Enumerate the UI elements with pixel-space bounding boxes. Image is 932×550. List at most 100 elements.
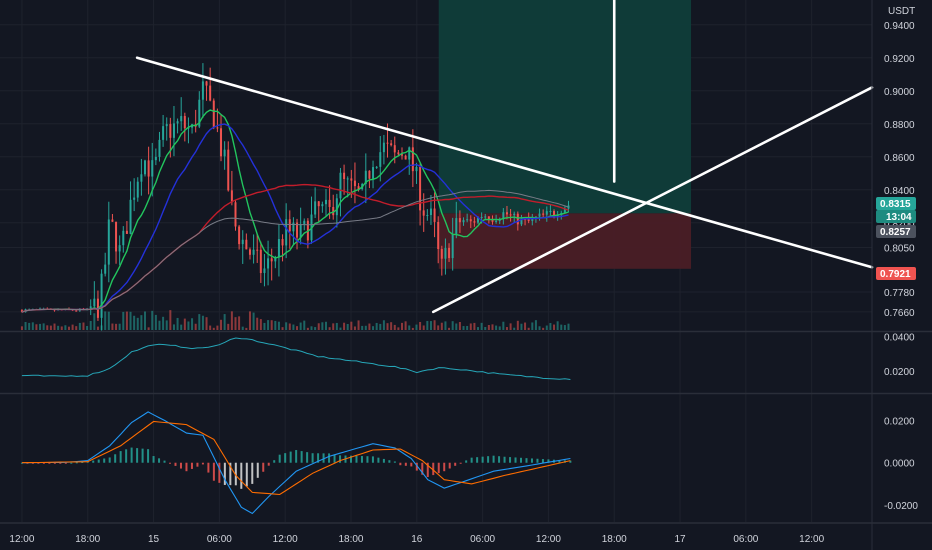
- volume-bar: [415, 324, 418, 330]
- volume-bar: [71, 324, 74, 330]
- macd-histogram-bar: [179, 462, 182, 469]
- candle-body: [335, 198, 338, 216]
- volume-bar: [314, 327, 317, 330]
- macd-histogram-bar: [454, 462, 457, 466]
- volume-bar: [473, 322, 476, 330]
- macd-histogram-bar: [421, 462, 424, 475]
- price-axis[interactable]: 0.7660 0.7780 0.8050 0.8200 0.8400 0.8600 0.88…: [884, 21, 918, 512]
- macd-histogram-bar: [530, 458, 533, 463]
- volume-bar: [560, 324, 563, 330]
- volume-bar: [400, 322, 403, 330]
- candle-body: [125, 230, 128, 234]
- volume-bar: [263, 322, 266, 330]
- macd-histogram-bar: [97, 459, 100, 463]
- volume-bar: [125, 311, 128, 330]
- candle-body: [223, 149, 226, 157]
- candle-body: [332, 206, 335, 216]
- macd-histogram-bar: [322, 453, 325, 463]
- volume-bar: [353, 326, 356, 330]
- volume-bar: [422, 325, 425, 330]
- macd-histogram-bar: [487, 456, 490, 463]
- volume-bar: [310, 326, 313, 330]
- candle-body: [433, 208, 436, 222]
- candle-body: [390, 143, 393, 146]
- volume-bar: [534, 320, 537, 330]
- macd-histogram-bar: [130, 447, 133, 463]
- y-tick-label: 0.8400: [884, 186, 915, 197]
- candle-body: [440, 249, 443, 259]
- macd-histogram-bar: [196, 462, 199, 467]
- candle-body: [422, 210, 425, 216]
- target-zone[interactable]: [438, 0, 692, 214]
- candle-body: [100, 273, 103, 318]
- stop-price-label: 0.7921: [880, 269, 911, 280]
- macd-histogram-bar: [75, 462, 78, 464]
- volume-bar: [42, 323, 45, 330]
- volume-bar: [549, 323, 552, 330]
- macd-histogram-bar: [492, 455, 495, 463]
- trendlines[interactable]: [135, 0, 874, 314]
- volume-bar: [115, 323, 118, 330]
- macd-histogram-bar: [262, 462, 265, 472]
- macd-histogram-bar: [245, 462, 248, 487]
- candle-body: [277, 239, 280, 258]
- x-tick-label: 15: [148, 534, 160, 545]
- macd-histogram-bar: [432, 462, 435, 476]
- volume-bar: [567, 323, 570, 330]
- volume-bar: [375, 322, 378, 330]
- volume-bar: [303, 320, 306, 330]
- volume-bar: [379, 323, 382, 330]
- volume-bar: [285, 322, 288, 330]
- macd-histogram-bar: [64, 462, 67, 464]
- macd-histogram-bar: [470, 457, 473, 463]
- macd-histogram-bar: [92, 460, 95, 463]
- trendline[interactable]: [135, 56, 874, 269]
- candle-body: [520, 218, 523, 225]
- stop-zone[interactable]: [438, 213, 692, 269]
- candle-body: [458, 218, 461, 223]
- candle-body: [20, 310, 23, 313]
- volume-bar: [274, 320, 277, 330]
- macd-histogram-bar: [503, 456, 506, 463]
- volume-bar: [78, 322, 81, 330]
- candle-body: [299, 224, 302, 238]
- volume-bar: [411, 327, 414, 330]
- position-tool[interactable]: [438, 0, 692, 269]
- y-tick-label: 0.7660: [884, 308, 915, 319]
- candle-body: [451, 234, 454, 259]
- candle-body: [89, 306, 92, 309]
- volume-bar: [191, 318, 194, 330]
- volume-bar: [165, 320, 168, 330]
- macd-histogram-bar: [382, 458, 385, 463]
- macd-histogram-bar: [399, 462, 402, 466]
- volume-bar: [238, 316, 241, 330]
- volume-bar: [292, 324, 295, 330]
- candle-body: [346, 178, 349, 180]
- candle-body: [339, 172, 342, 199]
- macd-histogram-bar: [410, 462, 413, 467]
- volume-bar: [495, 325, 498, 330]
- candle-body: [400, 154, 403, 156]
- macd-histogram-bar: [201, 462, 204, 465]
- volume-bar: [122, 311, 125, 330]
- candle-body: [545, 211, 548, 215]
- macd-histogram-bar: [525, 458, 528, 463]
- candle-body: [502, 212, 505, 220]
- volume-bar: [111, 323, 114, 330]
- time-axis[interactable]: 12:00 18:00 15 06:00 12:00 18:00 16 06:00 12:00 1…: [9, 534, 824, 545]
- stop-price-badge: [876, 267, 916, 280]
- candle-body: [379, 152, 382, 167]
- trendline[interactable]: [431, 86, 874, 314]
- macd-histogram-bar: [234, 462, 237, 486]
- macd-histogram-bar: [158, 458, 161, 463]
- x-tick-label: 06:00: [733, 534, 758, 545]
- volume-bar: [487, 324, 490, 330]
- oscillator-line: [21, 337, 571, 380]
- macd-histogram-bar: [333, 454, 336, 463]
- candle-body: [227, 149, 230, 191]
- macd-histogram-bar: [59, 462, 62, 464]
- volume-bar: [531, 322, 534, 330]
- macd-histogram-bar: [152, 456, 155, 463]
